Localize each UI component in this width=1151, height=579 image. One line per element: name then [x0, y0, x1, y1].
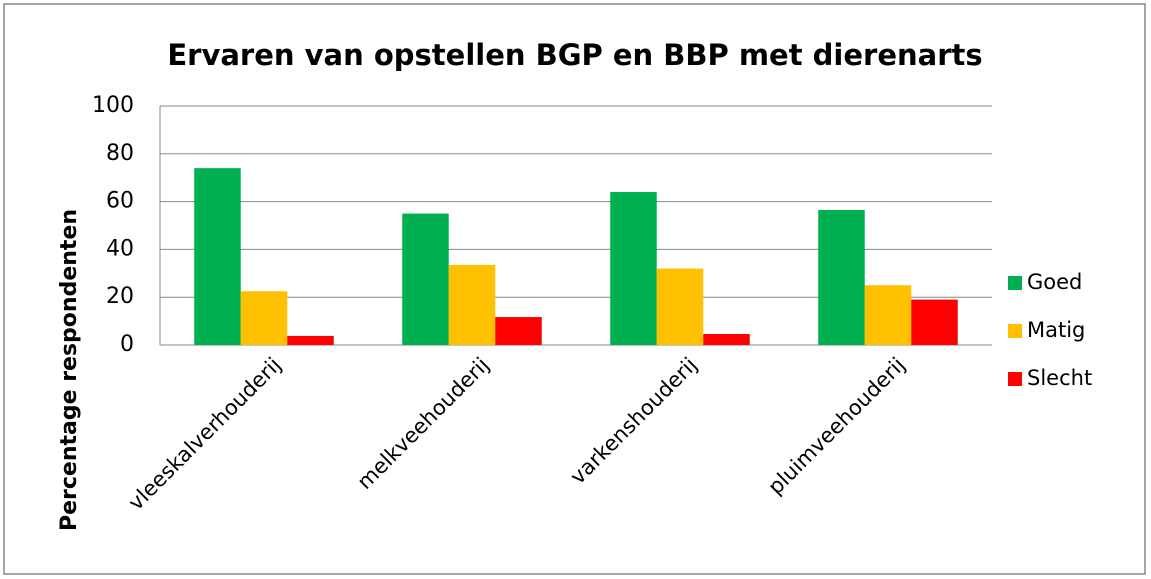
- y-tick-label: 40: [106, 236, 134, 261]
- y-tick-label: 0: [120, 332, 134, 357]
- legend-label: Matig: [1027, 318, 1085, 342]
- bar: [495, 317, 542, 345]
- y-axis-label: Percentage respondenten: [57, 209, 82, 531]
- y-tick-label: 100: [92, 93, 134, 118]
- bar: [656, 268, 704, 345]
- chart-border: [3, 3, 1146, 575]
- bar: [240, 291, 288, 345]
- bar: [911, 299, 958, 345]
- bar: [818, 209, 865, 345]
- bar: [194, 168, 241, 345]
- y-tick-label: 80: [106, 141, 134, 166]
- legend-swatch: [1008, 324, 1022, 338]
- bar: [864, 285, 912, 345]
- legend-label: Slecht: [1027, 366, 1092, 390]
- bar: [402, 213, 449, 345]
- legend-swatch: [1008, 372, 1022, 386]
- y-tick-label: 20: [106, 284, 134, 309]
- y-tick-label: 60: [106, 189, 134, 214]
- legend-label: Goed: [1027, 270, 1082, 294]
- chart-title: Ervaren van opstellen BGP en BBP met die…: [167, 38, 982, 72]
- legend-swatch: [1008, 276, 1022, 290]
- bar: [610, 192, 657, 345]
- bar: [287, 335, 334, 345]
- bar: [448, 264, 496, 345]
- bar: [703, 334, 750, 345]
